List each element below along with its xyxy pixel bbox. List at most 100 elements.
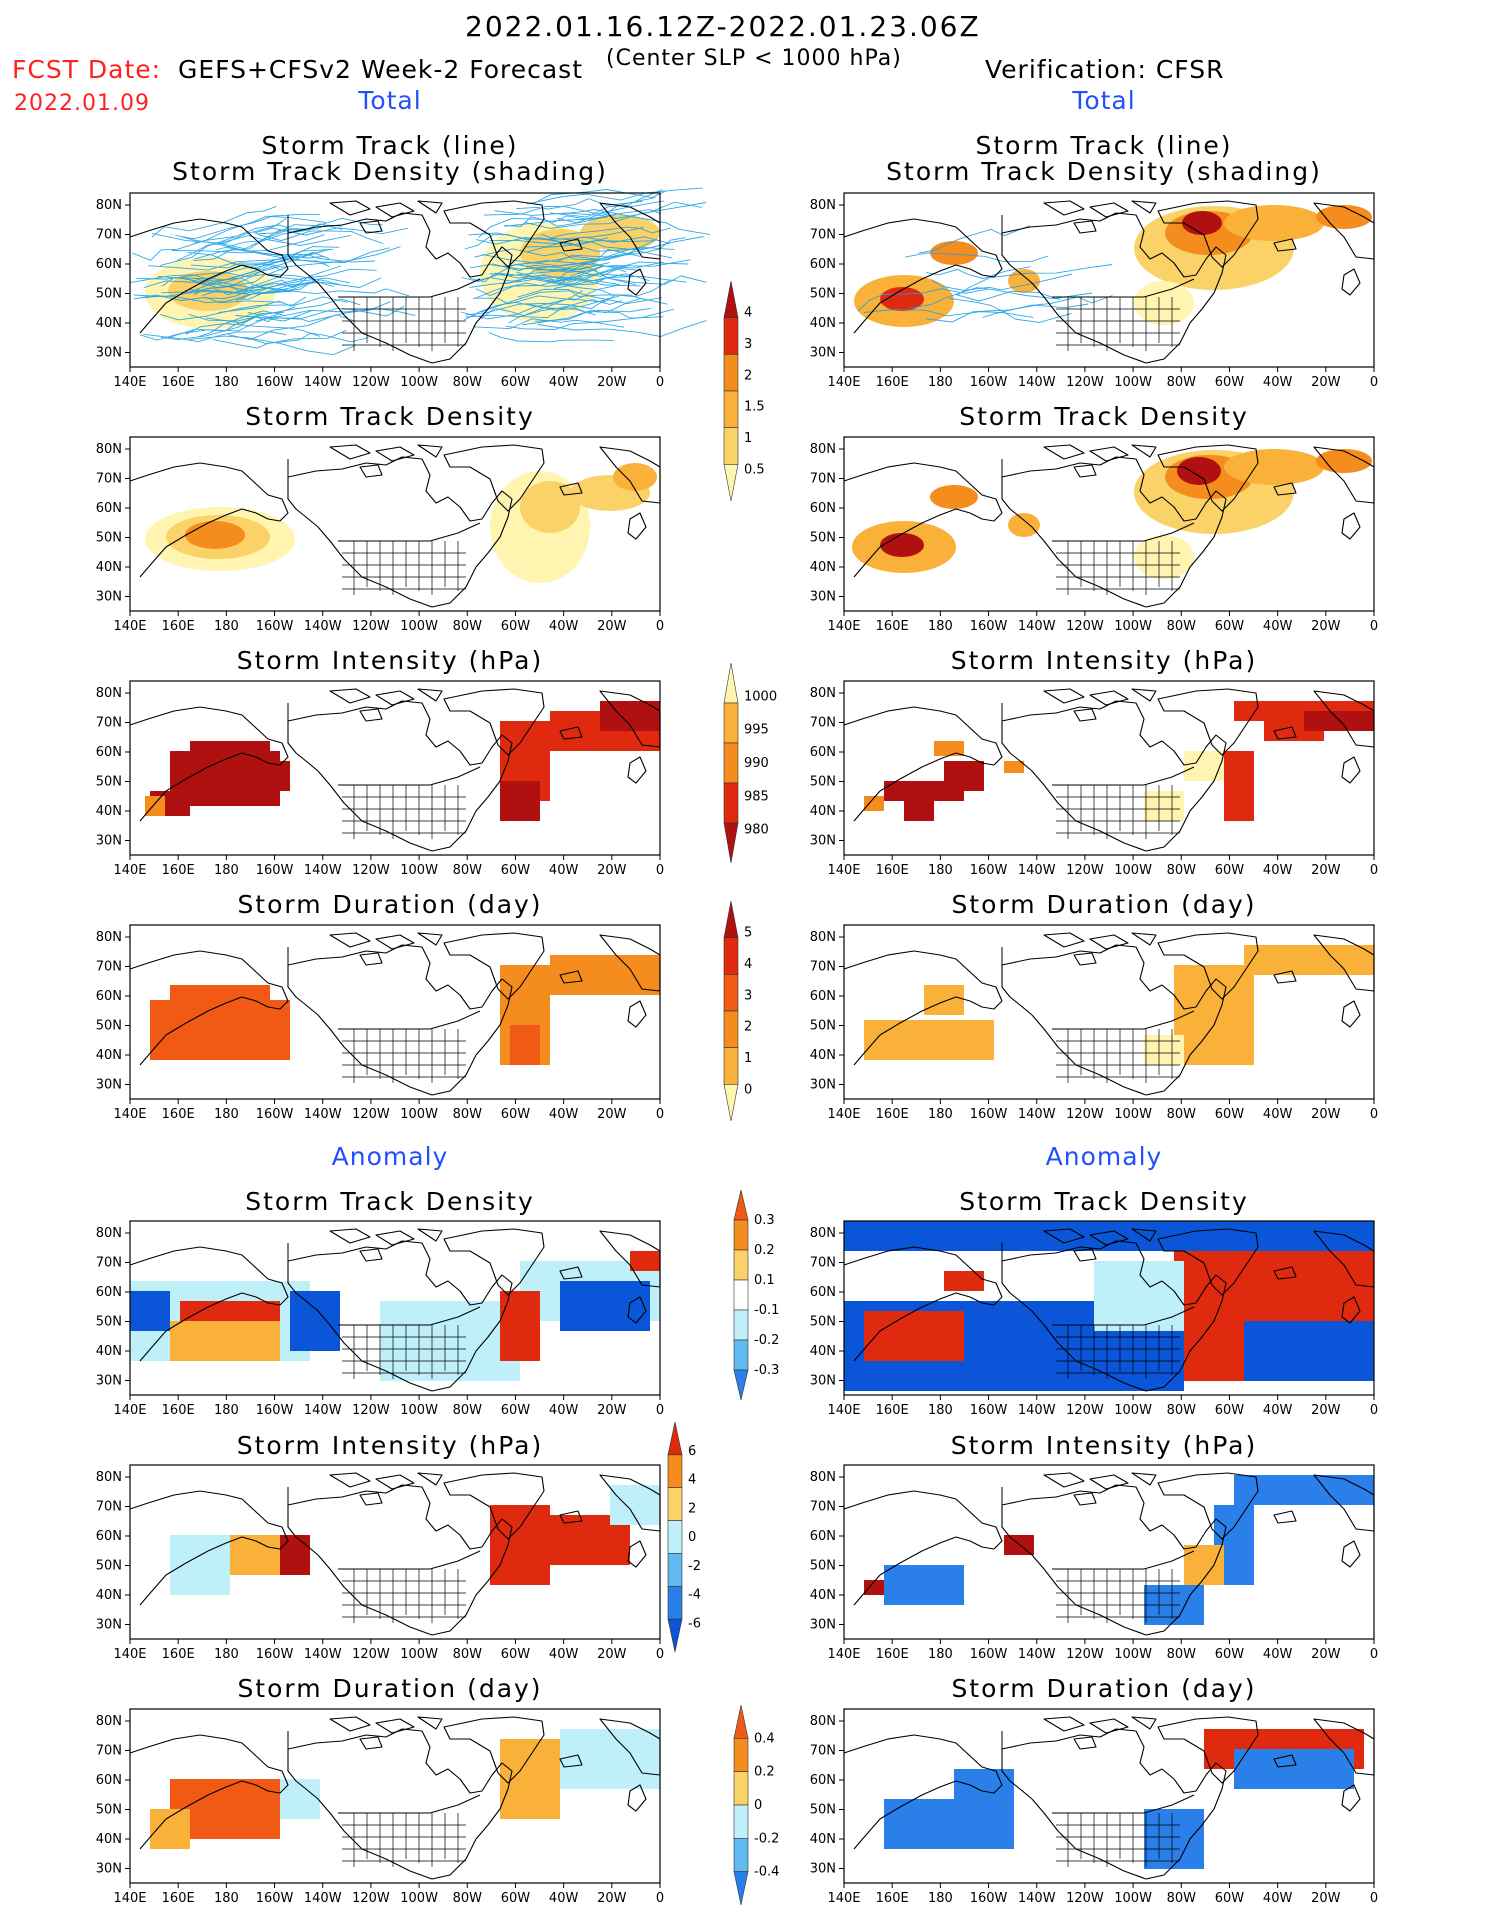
map-frame <box>843 924 1375 1100</box>
lon-tick-label: 160W <box>970 1403 1008 1418</box>
lon-tick-label: 120W <box>1066 1107 1104 1122</box>
colorbar-swatch <box>733 1838 749 1872</box>
grid-cell <box>1144 791 1184 821</box>
grid-cell <box>280 1535 310 1575</box>
colorbar-label: 2 <box>688 1501 696 1516</box>
lon-tick-label: 40W <box>1263 1647 1293 1662</box>
lon-tick-label: 120W <box>352 863 390 878</box>
colorbar-swatch <box>723 782 739 824</box>
density-shade <box>1224 205 1324 241</box>
criterion-label: (Center SLP < 1000 hPa) <box>606 46 902 71</box>
map-frame <box>129 680 661 856</box>
colorbar-label: 0 <box>688 1530 696 1545</box>
lon-tick-label: 20W <box>1311 619 1341 634</box>
lon-tick-label: 120W <box>1066 1891 1104 1906</box>
lat-tick-label: 80N <box>810 1714 836 1729</box>
lon-tick-label: 160W <box>970 863 1008 878</box>
panel-title: Storm Intensity (hPa) <box>236 646 544 675</box>
lon-tick-label: 40W <box>549 1647 579 1662</box>
lon-tick-label: 160E <box>876 1891 909 1906</box>
grid-cell <box>145 796 165 816</box>
lon-tick-label: 80W <box>1167 375 1197 390</box>
lon-tick-label: 160W <box>256 1891 294 1906</box>
lon-tick-label: 80W <box>1167 619 1197 634</box>
density-shade <box>1134 535 1194 579</box>
lon-tick-label: 140E <box>113 1107 146 1122</box>
lon-tick-label: 180 <box>214 1403 239 1418</box>
section-total-right: Total <box>1072 86 1136 115</box>
lon-tick-label: 80W <box>1167 1403 1197 1418</box>
lat-tick-label: 80N <box>96 1226 122 1241</box>
grid-cell <box>1234 1749 1354 1789</box>
lat-tick-label: 40N <box>96 804 122 819</box>
lat-tick-label: 30N <box>96 590 122 605</box>
colorbar-swatch <box>723 427 739 465</box>
map-fcst-intensity: 80N 70N 60N 50N 40N 30N 140E 160E 180 160W 140W 120… <box>96 680 664 879</box>
lon-tick-label: 40W <box>1263 1891 1293 1906</box>
grid-cell <box>864 1311 964 1361</box>
lat-tick-label: 30N <box>810 1078 836 1093</box>
lon-tick-label: 180 <box>928 1647 953 1662</box>
lon-tick-label: 120W <box>352 1107 390 1122</box>
lon-tick-label: 80W <box>453 1107 483 1122</box>
colorbar-swatch <box>723 1010 739 1048</box>
density-shade <box>520 481 580 533</box>
lon-tick-label: 0 <box>1370 1403 1378 1418</box>
lon-tick-label: 140E <box>827 619 860 634</box>
lat-tick-label: 80N <box>96 686 122 701</box>
colorbar-swatch <box>667 1454 683 1489</box>
grid-cell <box>630 1251 660 1271</box>
lat-tick-label: 70N <box>96 960 122 975</box>
lon-tick-label: 140W <box>1018 619 1056 634</box>
lat-tick-label: 60N <box>810 1529 836 1544</box>
map-fcst-density: 80N 70N 60N 50N 40N 30N 140E 160E 180 160W 140W 120… <box>96 436 664 635</box>
lon-tick-label: 160E <box>162 1403 195 1418</box>
lat-tick-label: 80N <box>810 930 836 945</box>
lon-tick-label: 80W <box>453 1647 483 1662</box>
colorbar-label: 3 <box>744 337 752 352</box>
lon-tick-label: 140W <box>1018 1891 1056 1906</box>
colorbar-density: 4 3 2 1.5 1 0.5 <box>723 266 794 520</box>
lon-tick-label: 140W <box>1018 1647 1056 1662</box>
lat-tick-label: 60N <box>810 257 836 272</box>
colorbar-label: 4 <box>744 305 752 320</box>
lon-tick-label: 140E <box>827 375 860 390</box>
fcst-date-label: FCST Date: <box>12 55 162 84</box>
lat-tick-label: 70N <box>810 1256 836 1271</box>
grid-cell <box>844 1221 1374 1251</box>
grid-cell <box>170 985 270 1005</box>
lon-tick-label: 160E <box>162 1107 195 1122</box>
lon-tick-label: 40W <box>1263 863 1293 878</box>
colorbar-swatch <box>733 1339 749 1371</box>
grid-cell <box>500 1291 540 1361</box>
colorbar-label: -0.1 <box>754 1303 779 1318</box>
lon-tick-label: 60W <box>1215 1107 1245 1122</box>
lon-tick-label: 160W <box>256 375 294 390</box>
lon-tick-label: 180 <box>214 619 239 634</box>
colorbar-intensity-anomaly: 6 4 2 0 -2 -4 -6 <box>667 1407 738 1671</box>
lon-tick-label: 140E <box>113 1403 146 1418</box>
lat-tick-label: 40N <box>810 1344 836 1359</box>
lat-tick-label: 70N <box>96 228 122 243</box>
colorbar-swatch <box>733 1771 749 1806</box>
lon-tick-label: 140E <box>827 1107 860 1122</box>
lon-tick-label: 40W <box>1263 375 1293 390</box>
lon-tick-label: 180 <box>214 1107 239 1122</box>
panel-title: Storm Intensity (hPa) <box>950 646 1258 675</box>
grid-cell <box>944 761 984 791</box>
lon-tick-label: 60W <box>501 1107 531 1122</box>
grid-cell <box>944 1271 984 1291</box>
lon-tick-label: 40W <box>1263 1403 1293 1418</box>
colorbar-swatch <box>733 1804 749 1839</box>
lon-tick-label: 140W <box>304 1107 342 1122</box>
density-shade <box>1134 281 1194 325</box>
lon-tick-label: 20W <box>1311 375 1341 390</box>
density-shade <box>880 533 924 557</box>
lon-tick-label: 160W <box>256 1647 294 1662</box>
lat-tick-label: 80N <box>96 198 122 213</box>
lon-tick-label: 180 <box>214 375 239 390</box>
grid-cell <box>1184 1321 1244 1381</box>
colorbar-swatch <box>733 1738 749 1772</box>
lat-tick-label: 30N <box>96 1078 122 1093</box>
lon-tick-label: 160W <box>256 863 294 878</box>
